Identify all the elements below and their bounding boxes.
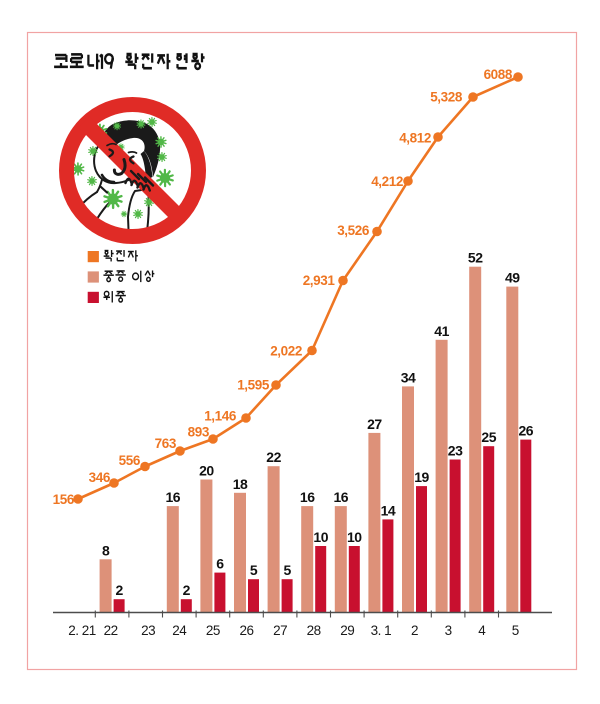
svg-text:556: 556 xyxy=(119,453,141,468)
svg-text:6: 6 xyxy=(216,556,224,572)
svg-text:29: 29 xyxy=(340,623,354,638)
svg-text:25: 25 xyxy=(206,623,220,638)
svg-text:23: 23 xyxy=(448,443,463,459)
svg-text:24: 24 xyxy=(172,623,187,638)
svg-text:10: 10 xyxy=(313,529,328,545)
svg-text:34: 34 xyxy=(401,369,416,385)
svg-text:4: 4 xyxy=(478,623,486,638)
svg-text:8: 8 xyxy=(102,542,110,558)
svg-text:26: 26 xyxy=(239,623,253,638)
svg-text:4,212: 4,212 xyxy=(371,174,403,189)
svg-text:5,328: 5,328 xyxy=(430,90,463,105)
svg-text:16: 16 xyxy=(300,489,315,505)
svg-text:18: 18 xyxy=(233,476,248,492)
svg-text:23: 23 xyxy=(141,623,155,638)
svg-text:6088: 6088 xyxy=(484,67,513,82)
svg-text:52: 52 xyxy=(468,250,483,266)
svg-text:22: 22 xyxy=(104,623,118,638)
svg-text:49: 49 xyxy=(505,270,520,286)
svg-text:1,146: 1,146 xyxy=(204,409,237,424)
svg-text:5: 5 xyxy=(512,623,519,638)
svg-text:5: 5 xyxy=(250,562,258,578)
svg-text:2: 2 xyxy=(183,582,191,598)
svg-text:27: 27 xyxy=(367,416,382,432)
svg-text:4,812: 4,812 xyxy=(399,131,431,146)
svg-text:763: 763 xyxy=(155,436,177,451)
svg-text:16: 16 xyxy=(334,489,349,505)
svg-text:3: 3 xyxy=(445,623,452,638)
svg-text:3,526: 3,526 xyxy=(337,223,370,238)
svg-text:2: 2 xyxy=(115,582,123,598)
svg-text:26: 26 xyxy=(519,423,534,439)
svg-text:346: 346 xyxy=(89,470,111,485)
svg-text:156: 156 xyxy=(53,492,75,507)
svg-text:893: 893 xyxy=(188,425,210,440)
svg-text:2: 2 xyxy=(411,623,418,638)
svg-text:10: 10 xyxy=(347,529,362,545)
svg-text:20: 20 xyxy=(199,463,214,479)
svg-text:25: 25 xyxy=(481,429,496,445)
svg-text:2. 21: 2. 21 xyxy=(68,623,96,638)
svg-text:16: 16 xyxy=(166,489,181,505)
svg-text:14: 14 xyxy=(381,502,396,518)
svg-text:19: 19 xyxy=(414,469,429,485)
svg-text:22: 22 xyxy=(266,449,281,465)
svg-text:27: 27 xyxy=(273,623,287,638)
svg-text:2,931: 2,931 xyxy=(303,273,336,288)
svg-text:41: 41 xyxy=(434,323,449,339)
svg-text:2,022: 2,022 xyxy=(270,344,302,359)
svg-text:5: 5 xyxy=(283,562,291,578)
svg-text:1,595: 1,595 xyxy=(237,378,270,393)
svg-text:28: 28 xyxy=(307,623,321,638)
svg-text:3. 1: 3. 1 xyxy=(371,623,392,638)
